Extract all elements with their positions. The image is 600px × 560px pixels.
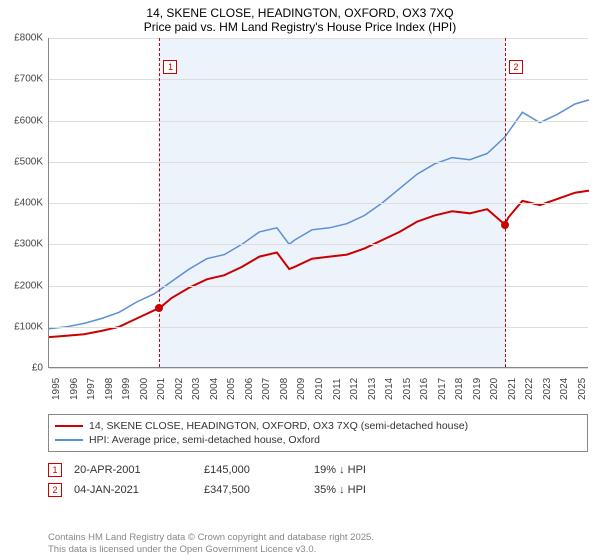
x-tick-label: 2014	[384, 378, 395, 400]
x-tick-label: 2017	[437, 378, 448, 400]
x-tick-label: 2007	[261, 378, 272, 400]
legend: 14, SKENE CLOSE, HEADINGTON, OXFORD, OX3…	[48, 414, 588, 452]
transaction-date: 04-JAN-2021	[74, 484, 204, 496]
marker-dot	[501, 221, 509, 229]
footer-line-1: Contains HM Land Registry data © Crown c…	[48, 532, 588, 544]
x-tick-label: 2006	[244, 378, 255, 400]
x-tick-label: 2011	[332, 378, 343, 400]
x-tick-label: 2001	[156, 378, 167, 400]
gridline-h	[49, 286, 588, 287]
x-tick-label: 2013	[367, 378, 378, 400]
legend-text: HPI: Average price, semi-detached house,…	[89, 434, 320, 446]
x-tick-label: 2005	[226, 378, 237, 400]
y-tick-label: £0	[1, 363, 43, 374]
x-tick-label: 2018	[454, 378, 465, 400]
gridline-h	[49, 368, 588, 369]
y-tick-label: £500K	[1, 156, 43, 167]
legend-swatch	[55, 439, 83, 441]
legend-swatch	[55, 425, 83, 427]
x-tick-label: 2012	[349, 378, 360, 400]
series-line-hpi	[49, 100, 589, 329]
transaction-date: 20-APR-2001	[74, 464, 204, 476]
plot-area: £0£100K£200K£300K£400K£500K£600K£700K£80…	[48, 38, 588, 368]
gridline-h	[49, 327, 588, 328]
marker-dot	[155, 304, 163, 312]
legend-item: 14, SKENE CLOSE, HEADINGTON, OXFORD, OX3…	[55, 419, 581, 433]
gridline-h	[49, 121, 588, 122]
footer-line-2: This data is licensed under the Open Gov…	[48, 544, 588, 556]
transaction-price: £347,500	[204, 484, 314, 496]
footer-attribution: Contains HM Land Registry data © Crown c…	[48, 532, 588, 556]
x-tick-label: 2020	[489, 378, 500, 400]
marker-box: 1	[163, 60, 177, 74]
marker-line	[159, 38, 160, 367]
x-tick-label: 2024	[559, 378, 570, 400]
marker-line	[505, 38, 506, 367]
x-tick-label: 2009	[296, 378, 307, 400]
transaction-row: 2 04-JAN-2021£347,50035% ↓ HPI	[48, 480, 588, 500]
x-tick-label: 2002	[174, 378, 185, 400]
gridline-h	[49, 162, 588, 163]
x-tick-label: 1995	[51, 378, 62, 400]
chart-container: £0£100K£200K£300K£400K£500K£600K£700K£80…	[0, 38, 600, 408]
gridline-h	[49, 79, 588, 80]
x-tick-label: 2016	[419, 378, 430, 400]
y-tick-label: £700K	[1, 74, 43, 85]
x-tick-label: 2023	[542, 378, 553, 400]
y-tick-label: £100K	[1, 321, 43, 332]
y-tick-label: £800K	[1, 33, 43, 44]
x-tick-label: 2008	[279, 378, 290, 400]
y-tick-label: £200K	[1, 280, 43, 291]
chart-title: 14, SKENE CLOSE, HEADINGTON, OXFORD, OX3…	[0, 0, 600, 36]
title-line-2: Price paid vs. HM Land Registry's House …	[10, 20, 590, 34]
transaction-price: £145,000	[204, 464, 314, 476]
x-tick-label: 2015	[402, 378, 413, 400]
gridline-h	[49, 203, 588, 204]
x-tick-label: 1998	[104, 378, 115, 400]
transaction-row: 1 20-APR-2001£145,00019% ↓ HPI	[48, 460, 588, 480]
x-tick-label: 1996	[69, 378, 80, 400]
x-tick-label: 2004	[209, 378, 220, 400]
series-line-price_paid	[49, 191, 589, 338]
x-tick-label: 2010	[314, 378, 325, 400]
transaction-marker: 2	[48, 483, 62, 497]
x-tick-label: 2025	[577, 378, 588, 400]
legend-item: HPI: Average price, semi-detached house,…	[55, 433, 581, 447]
gridline-h	[49, 38, 588, 39]
legend-text: 14, SKENE CLOSE, HEADINGTON, OXFORD, OX3…	[89, 420, 468, 432]
transaction-delta: 35% ↓ HPI	[314, 484, 494, 496]
transaction-delta: 19% ↓ HPI	[314, 464, 494, 476]
title-line-1: 14, SKENE CLOSE, HEADINGTON, OXFORD, OX3…	[10, 6, 590, 20]
x-tick-label: 2003	[191, 378, 202, 400]
transaction-table: 1 20-APR-2001£145,00019% ↓ HPI 2 04-JAN-202…	[48, 460, 588, 500]
x-tick-label: 2000	[139, 378, 150, 400]
x-tick-label: 2019	[472, 378, 483, 400]
y-tick-label: £400K	[1, 198, 43, 209]
gridline-h	[49, 244, 588, 245]
x-tick-label: 2022	[524, 378, 535, 400]
x-tick-label: 2021	[507, 378, 518, 400]
x-tick-label: 1997	[86, 378, 97, 400]
marker-box: 2	[509, 60, 523, 74]
y-tick-label: £600K	[1, 115, 43, 126]
x-tick-label: 1999	[121, 378, 132, 400]
x-axis-labels: 1995 1996 1997 1998 1999 2000 2001 2002 2003 2004…	[48, 370, 588, 408]
y-tick-label: £300K	[1, 239, 43, 250]
transaction-marker: 1	[48, 463, 62, 477]
